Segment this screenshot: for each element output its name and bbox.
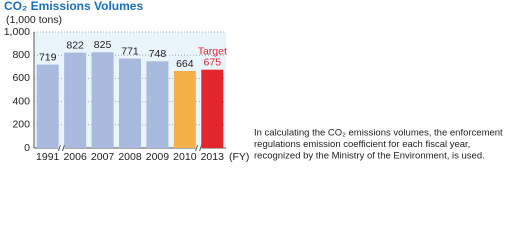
bar [146, 61, 169, 149]
bar [91, 52, 114, 148]
value-label: 664 [176, 58, 194, 70]
x-tick-label: 1991 [36, 151, 60, 163]
annotation: Target [198, 45, 227, 57]
bar [201, 69, 224, 148]
note: recognized by the Ministry of the Enviro… [254, 151, 485, 162]
value-label: 675 [204, 56, 222, 68]
x-tick-label: 2013 [201, 151, 225, 163]
note: regulations emission coefficient for eac… [254, 139, 470, 150]
x-tick-label: 2007 [91, 151, 115, 163]
x-tick-label: 2010 [173, 151, 197, 163]
y-tick-label: 600 [12, 72, 30, 84]
y-tick-label: 400 [12, 95, 30, 107]
axis-break [195, 144, 203, 152]
axis-break [58, 145, 65, 151]
value-label: 822 [66, 39, 84, 51]
bar [36, 64, 59, 148]
bar [64, 52, 87, 149]
note: In calculating the CO₂ emissions volumes… [254, 128, 503, 139]
axis-break [195, 145, 202, 151]
value-label: 719 [39, 51, 57, 63]
x-tick-label: 2008 [118, 151, 142, 163]
value-label: 825 [94, 39, 112, 51]
value-label: 771 [121, 45, 139, 57]
chart-title: CO₂ Emissions Volumes [4, 0, 143, 13]
y-tick-label: 200 [12, 119, 30, 131]
y-tick-label: 1,000 [4, 26, 30, 38]
unit-label: (1,000 tons) [6, 14, 62, 26]
x-axis-label: (FY) [229, 151, 249, 163]
chart: CO₂ Emissions Volumes (1,000 tons) (FY) … [4, 0, 503, 163]
bar [173, 70, 196, 148]
bar [119, 58, 141, 149]
y-tick-label: 800 [12, 49, 30, 61]
x-tick-label: 2006 [63, 151, 87, 163]
x-tick-label: 2009 [146, 151, 170, 163]
axis-break [57, 144, 65, 152]
y-tick-label: 0 [24, 142, 30, 154]
value-label: 748 [149, 48, 167, 60]
